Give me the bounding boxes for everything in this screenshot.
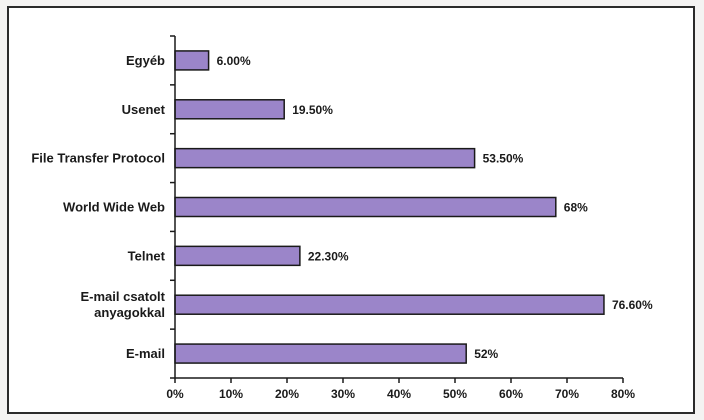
x-tick-label: 50%: [443, 387, 467, 401]
value-labels: 6.00% 19.50% 53.50% 68% 22.30% 76.60% 52%: [217, 54, 653, 361]
x-tick-label: 10%: [219, 387, 243, 401]
bar: [174, 196, 557, 218]
axes: 0% 10% 20% 30% 40% 50% 60% 70% 80%: [166, 35, 635, 401]
x-tick-label: 30%: [331, 387, 355, 401]
bar: [174, 50, 210, 71]
x-tick-label: 0%: [166, 387, 184, 401]
chart-frame: Egyéb Usenet File Transfer Protocol World W…: [7, 6, 695, 414]
category-label: E-mail csatolt anyagokkal: [80, 289, 165, 320]
category-label: File Transfer Protocol: [31, 151, 165, 166]
x-tick-label: 40%: [387, 387, 411, 401]
category-label: Egyéb: [126, 53, 165, 68]
bars-group: [174, 50, 605, 364]
value-label: 76.60%: [612, 298, 653, 312]
category-label: World Wide Web: [63, 200, 165, 215]
value-label: 68%: [564, 201, 588, 215]
category-label: E-mail: [126, 346, 165, 361]
value-label: 6.00%: [217, 54, 251, 68]
category-label: Usenet: [122, 102, 166, 117]
value-label: 19.50%: [292, 103, 333, 117]
bar: [174, 147, 476, 169]
x-tick-label: 20%: [275, 387, 299, 401]
bar: [174, 245, 301, 267]
value-label: 22.30%: [308, 249, 349, 263]
category-labels: Egyéb Usenet File Transfer Protocol World W…: [31, 53, 165, 361]
value-label: 52%: [474, 347, 498, 361]
bar: [174, 343, 467, 364]
bar: [174, 99, 285, 120]
bar-chart: Egyéb Usenet File Transfer Protocol World W…: [31, 35, 653, 401]
x-tick-label: 70%: [555, 387, 579, 401]
x-tick-label: 60%: [499, 387, 523, 401]
value-label: 53.50%: [483, 152, 524, 166]
x-tick-label: 80%: [611, 387, 635, 401]
category-label: Telnet: [128, 248, 166, 263]
bar: [174, 294, 605, 315]
